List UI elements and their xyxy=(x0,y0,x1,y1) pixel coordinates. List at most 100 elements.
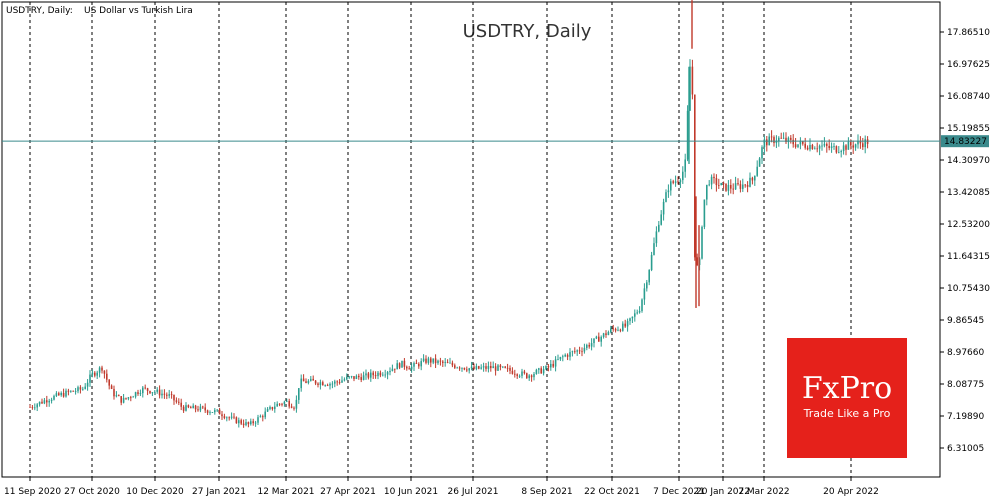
candle-body xyxy=(852,145,854,148)
candle-body xyxy=(710,176,713,185)
candle-body xyxy=(218,409,221,415)
x-tick-label: 12 Mar 2021 xyxy=(257,487,314,497)
candle-body xyxy=(588,344,590,347)
candle-body xyxy=(386,372,389,375)
candle-body xyxy=(58,393,60,396)
symbol-header: USDTRY, Daily: xyxy=(6,6,73,16)
candle-body xyxy=(408,368,410,370)
candle-body xyxy=(379,372,382,376)
candle-body xyxy=(686,110,689,160)
candle-body xyxy=(240,420,242,424)
candle-body xyxy=(850,141,852,146)
x-tick-label: 10 Jun 2021 xyxy=(384,487,438,497)
candle-body xyxy=(295,399,298,409)
candle-body xyxy=(641,299,643,311)
y-tick-label: 8.97660 xyxy=(947,348,984,358)
current-price-badge: 14.83227 xyxy=(941,135,989,148)
candle-body xyxy=(821,145,823,147)
candle-body xyxy=(418,363,420,367)
candle-body xyxy=(67,390,70,392)
candle-body xyxy=(466,369,468,371)
candle-body xyxy=(336,381,338,383)
candle-body xyxy=(583,347,586,352)
candle-body xyxy=(758,158,761,167)
candle-body xyxy=(526,373,528,379)
x-tick-label: 27 Apr 2021 xyxy=(320,487,376,497)
candle-body xyxy=(749,177,751,187)
candle-body xyxy=(720,183,722,186)
candle-body xyxy=(634,313,636,317)
candle-body xyxy=(338,381,341,383)
candle-body xyxy=(787,137,790,143)
candle-body xyxy=(622,323,624,331)
candle-body xyxy=(204,407,206,411)
candle-body xyxy=(175,400,178,402)
candle-body xyxy=(518,375,521,377)
candle-body xyxy=(326,385,329,386)
candle-body xyxy=(492,366,494,369)
candle-body xyxy=(103,370,106,374)
y-tick-label: 15.19855 xyxy=(947,124,990,134)
candle-body xyxy=(163,393,166,395)
candle-body xyxy=(300,378,302,389)
candle-body xyxy=(226,417,228,419)
candle-body xyxy=(144,387,146,389)
candle-body xyxy=(312,378,314,381)
candle-body xyxy=(737,183,739,185)
y-tick-label: 14.30970 xyxy=(947,156,990,166)
candle-body xyxy=(367,373,370,378)
candle-body xyxy=(334,381,336,384)
candle-body xyxy=(823,143,826,146)
candle-body xyxy=(595,336,598,339)
candle-body xyxy=(125,397,127,399)
candle-body xyxy=(216,409,218,411)
y-tick-label: 17.86510 xyxy=(947,28,990,38)
candle-body xyxy=(269,407,271,410)
candle-body xyxy=(504,366,506,368)
x-tick-label: 22 Oct 2021 xyxy=(584,487,640,497)
candle-body xyxy=(701,226,703,259)
candle-body xyxy=(470,366,473,369)
candle-body xyxy=(598,336,600,342)
candle-body xyxy=(132,396,134,398)
candle-body xyxy=(514,373,516,375)
candle-body xyxy=(715,178,718,186)
candle-body xyxy=(718,185,720,186)
x-tick-label: 20 Jan 2022 xyxy=(696,487,750,497)
candle-body xyxy=(389,370,391,373)
candle-body xyxy=(653,243,655,255)
candle-body xyxy=(425,358,427,363)
x-tick-label: 8 Sep 2021 xyxy=(521,487,572,497)
candle-body xyxy=(528,375,530,379)
candle-body xyxy=(802,141,804,144)
candle-body xyxy=(202,406,204,408)
candle-body xyxy=(619,329,622,331)
candle-body xyxy=(814,148,816,150)
candle-body xyxy=(667,190,670,193)
candle-body xyxy=(65,390,67,397)
candle-body xyxy=(353,376,355,379)
plot-frame xyxy=(1,1,941,478)
candle-body xyxy=(247,422,250,425)
candle-body xyxy=(631,316,634,319)
candle-body xyxy=(734,183,737,190)
candle-body xyxy=(550,363,552,368)
candle-body xyxy=(55,393,58,396)
candle-body xyxy=(355,375,358,379)
candle-body xyxy=(694,94,696,258)
candle-body xyxy=(444,362,446,363)
candle-body xyxy=(684,159,686,172)
candle-body xyxy=(780,137,782,139)
x-tick-label: 27 Jan 2021 xyxy=(192,487,246,497)
candle-body xyxy=(130,397,132,399)
candle-body xyxy=(468,368,470,371)
candle-body xyxy=(602,333,605,337)
candle-body xyxy=(739,184,742,189)
candle-body xyxy=(454,365,456,368)
candle-body xyxy=(506,367,509,369)
candle-body xyxy=(314,380,317,384)
candle-body xyxy=(838,152,840,153)
candle-body xyxy=(166,394,168,396)
candle-body xyxy=(384,374,386,376)
